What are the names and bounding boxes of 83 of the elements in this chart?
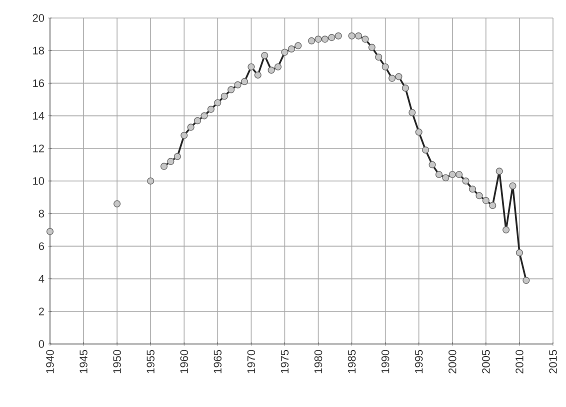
point [476,192,483,200]
x-tick-label: 1945 [80,350,88,374]
y-tick-label: 16 [33,79,44,88]
y-tick-label: 6 [38,242,44,250]
point [174,153,181,160]
point [114,200,121,208]
x-tick-label: 2015 [549,350,557,374]
point [395,73,402,80]
point [354,32,362,40]
point [294,42,302,50]
x-tick-label: 1990 [381,350,390,374]
y-tick-label: 2 [38,308,44,316]
point [207,106,214,113]
point [509,182,516,190]
y-tick-label: 14 [33,112,44,120]
point [435,170,443,178]
y-tick-label: 0 [38,340,44,348]
point [187,124,194,131]
point [180,132,188,139]
point [234,81,242,88]
y-tick-label: 18 [33,46,44,54]
point [147,177,154,185]
point [228,86,235,94]
y-tick-label: 20 [32,14,44,22]
point [448,170,456,178]
x-tick-label: 1950 [113,350,121,374]
point [516,249,523,256]
point [274,63,282,70]
point [334,32,342,40]
point [167,158,174,165]
point [489,202,496,209]
point [248,63,255,70]
point [328,34,336,42]
point [482,197,490,204]
x-tick-label: 1965 [214,350,222,374]
y-tick-label: 4 [38,275,44,283]
point [214,99,222,106]
point [456,170,463,178]
point [268,66,275,74]
x-tick-label: 1940 [46,350,54,374]
point [388,74,396,82]
x-tick-label: 2010 [516,350,524,374]
x-tick-label: 1955 [146,350,154,374]
point [428,161,436,168]
point [368,44,376,51]
point [240,78,248,86]
point [468,186,476,193]
point [375,54,382,61]
point [382,63,389,70]
point [321,36,329,43]
point [200,112,208,120]
point [288,45,295,52]
x-tick-label: 1975 [280,350,289,374]
point [348,32,356,40]
point [261,52,268,60]
point [194,117,202,124]
point [160,162,168,170]
x-tick-label: 2005 [482,350,490,374]
point [314,36,322,43]
y-tick-label: 12 [33,144,44,152]
x-tick-label: 1960 [180,350,188,374]
point [496,168,503,175]
point [422,146,430,154]
x-tick-label: 2000 [448,350,456,374]
x-tick-label: 1980 [314,350,322,374]
x-tick-label: 1985 [348,350,356,374]
point [281,48,288,56]
point [308,37,316,44]
point [502,226,510,234]
point [442,174,450,182]
point [254,72,262,79]
point [408,109,416,116]
point [522,276,530,284]
point [415,128,422,136]
point [362,36,369,43]
y-tick-label: 8 [38,210,44,218]
point [462,177,470,185]
x-tick-label: 1995 [414,350,423,374]
point [220,92,228,100]
y-tick-label: 10 [33,177,44,185]
point [402,84,409,92]
point [46,228,54,236]
x-tick-label: 1970 [247,350,256,374]
